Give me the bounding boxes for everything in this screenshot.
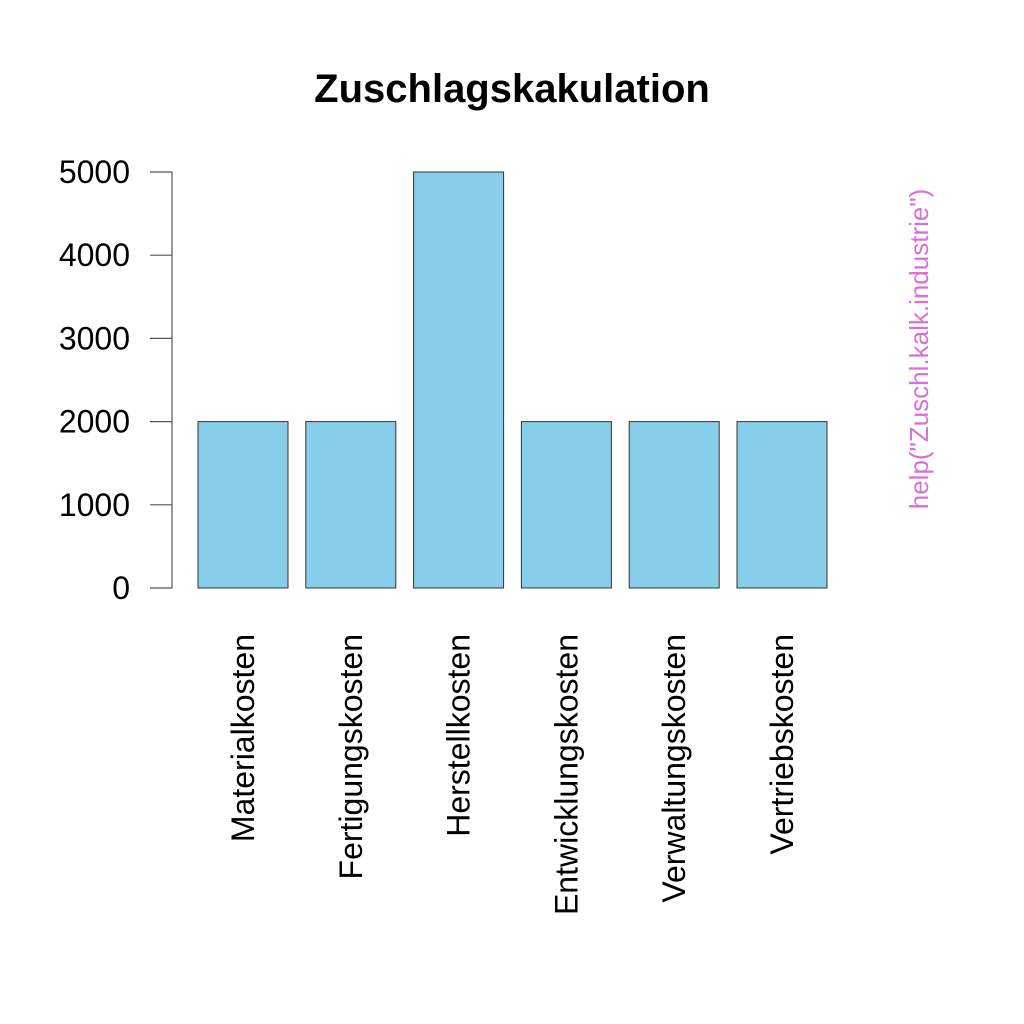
y-tick-label: 1000 xyxy=(59,487,130,523)
category-label: Vertriebskosten xyxy=(764,634,800,855)
help-note: help("Zuschl.kalk.industrie") xyxy=(904,189,934,509)
bar xyxy=(628,421,720,589)
y-tick-label: 4000 xyxy=(59,237,130,273)
y-axis: 0 1000 2000 3000 4000 5000 xyxy=(59,154,173,606)
category-label: Entwicklungskosten xyxy=(548,634,584,915)
bar xyxy=(736,421,828,589)
bar xyxy=(413,171,505,589)
bar xyxy=(520,421,612,589)
chart-title: Zuschlagskakulation xyxy=(314,67,710,111)
category-label: Materialkosten xyxy=(225,634,261,842)
bar xyxy=(197,421,289,589)
y-tick-label: 2000 xyxy=(59,404,130,440)
y-tick-label: 0 xyxy=(112,570,130,606)
y-tick-label: 3000 xyxy=(59,320,130,356)
category-labels: Materialkosten Fertigungskosten Herstellko… xyxy=(225,634,800,915)
category-label: Verwaltungskosten xyxy=(656,634,692,903)
bars-group xyxy=(197,171,828,589)
category-label: Herstellkosten xyxy=(441,634,477,837)
category-label: Fertigungskosten xyxy=(333,634,369,879)
y-tick-label: 5000 xyxy=(59,154,130,190)
bar xyxy=(305,421,397,589)
